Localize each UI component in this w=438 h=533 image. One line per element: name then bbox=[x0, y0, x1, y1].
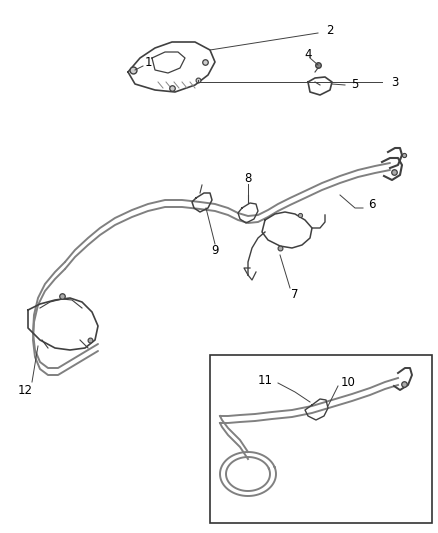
Text: 6: 6 bbox=[368, 198, 376, 212]
Text: 1: 1 bbox=[144, 55, 152, 69]
Text: 4: 4 bbox=[304, 49, 312, 61]
Text: 9: 9 bbox=[211, 244, 219, 256]
Text: 2: 2 bbox=[326, 23, 334, 36]
Text: 5: 5 bbox=[351, 78, 359, 92]
Text: 10: 10 bbox=[341, 376, 356, 389]
Text: 8: 8 bbox=[244, 172, 252, 184]
Text: 11: 11 bbox=[258, 374, 272, 386]
Text: 7: 7 bbox=[291, 288, 299, 302]
Bar bbox=[210, 355, 432, 523]
Text: 12: 12 bbox=[18, 384, 32, 397]
Text: 3: 3 bbox=[391, 76, 399, 88]
